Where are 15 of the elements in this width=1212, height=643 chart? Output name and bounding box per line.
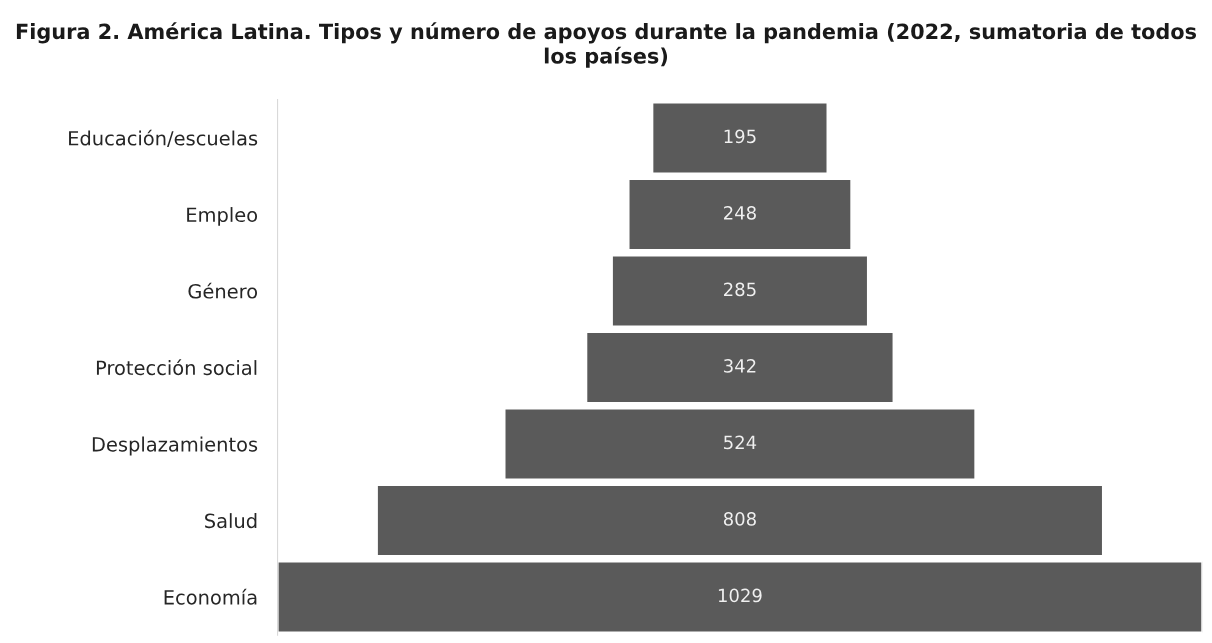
data-label: 342 xyxy=(724,359,756,373)
data-label: 524 xyxy=(724,435,757,450)
category-label: Género xyxy=(188,282,258,299)
category-label: Salud xyxy=(205,513,257,529)
category-label: Economía xyxy=(164,588,257,605)
category-label: Educación/escuelas xyxy=(69,129,258,148)
data-label: 285 xyxy=(724,282,756,297)
data-label: 808 xyxy=(723,512,756,526)
text: Figura 2. América Latina. Tipos y número de apoyos durante la pandemia (2022, sumatoria de todos los países) xyxy=(16,22,1197,68)
data-label: 195 xyxy=(724,129,756,144)
data-label: 1029 xyxy=(718,588,762,603)
category-label: Desplazamientos xyxy=(92,436,258,456)
data-label: 248 xyxy=(724,206,756,220)
category-label: Empleo xyxy=(187,207,258,226)
category-label: Protección social xyxy=(96,359,257,376)
